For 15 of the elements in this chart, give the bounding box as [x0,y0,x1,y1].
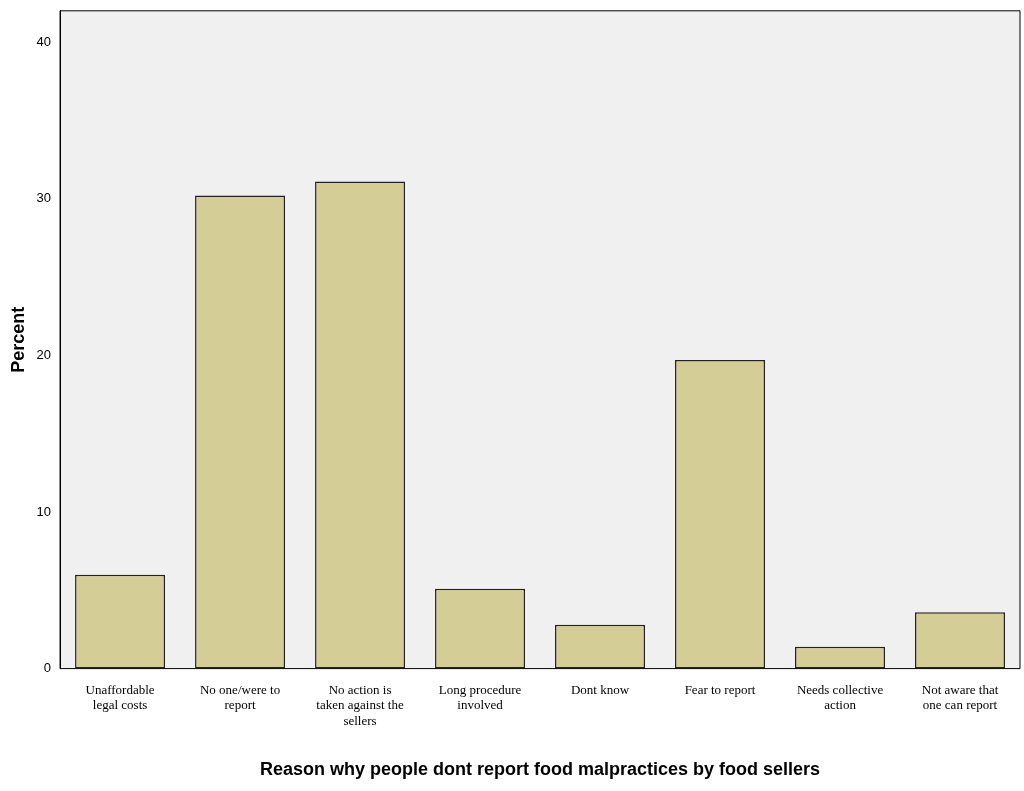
x-tick-label: No action is taken against the sellers [316,681,404,729]
y-tick-label: 0 [43,660,52,676]
x-tick-label: Needs collective action [796,681,884,713]
x-tick-label: Fear to report [684,681,756,697]
x-axis-title: Reason why people dont report food malpractices by food sellers [259,759,821,780]
x-tick-label: No one/were to report [199,681,281,713]
y-tick-label: 40 [36,33,52,49]
y-tick-label: 10 [36,503,52,519]
y-axis-title: Percent [7,306,28,373]
x-tick-label: Unaffordable legal costs [85,681,155,713]
x-tick-label: Long procedure involved [438,681,522,713]
y-tick-label: 20 [36,346,52,362]
x-tick-label: Not aware that one can report [921,681,999,713]
y-tick-label: 30 [36,190,52,206]
x-tick-label: Dont know [570,681,630,697]
